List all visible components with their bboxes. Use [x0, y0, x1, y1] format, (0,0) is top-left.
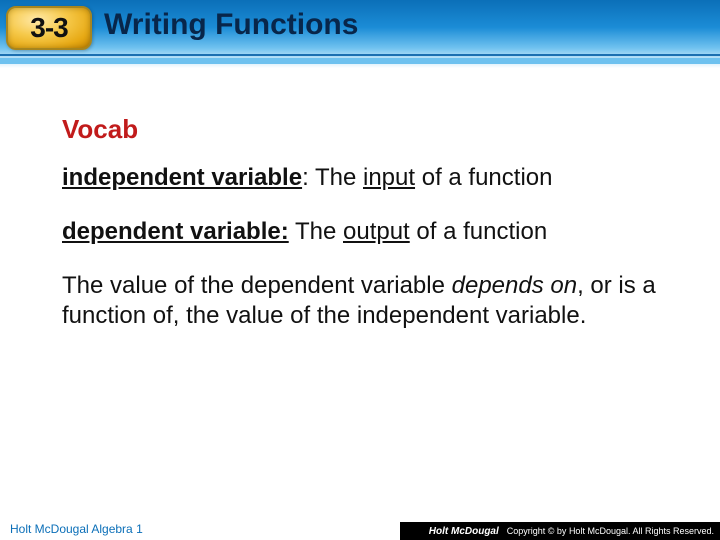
def2-rest: of a function — [410, 218, 547, 245]
definition-independent: independent variable: The input of a fun… — [62, 163, 658, 193]
definition-dependent: dependent variable: The output of a func… — [62, 217, 658, 247]
footer-left-text: Holt McDougal Algebra 1 — [10, 522, 143, 536]
vocab-heading: Vocab — [62, 114, 658, 145]
footer: Holt McDougal Algebra 1 Holt McDougal Co… — [0, 518, 720, 540]
header-divider-1 — [0, 54, 720, 56]
def2-key: output — [343, 218, 410, 245]
explain-em: depends on — [452, 272, 577, 299]
term-independent: independent variable — [62, 164, 302, 191]
slide: 3-3 Writing Functions Vocab independent … — [0, 0, 720, 540]
header-divider-2 — [0, 58, 720, 64]
page-title: Writing Functions — [104, 8, 358, 42]
lesson-badge: 3-3 — [6, 6, 92, 50]
term-dependent: dependent variable: — [62, 218, 289, 245]
def1-rest: of a function — [415, 164, 552, 191]
copyright-text: Copyright © by Holt McDougal. All Rights… — [507, 526, 714, 536]
copyright-bar: Holt McDougal Copyright © by Holt McDoug… — [400, 522, 720, 540]
def1-key: input — [363, 164, 415, 191]
explain-pre: The value of the dependent variable — [62, 272, 452, 299]
content-area: Vocab independent variable: The input of… — [62, 114, 658, 331]
lesson-number: 3-3 — [30, 12, 67, 44]
def1-sep: : The — [302, 164, 363, 191]
explanation: The value of the dependent variable depe… — [62, 271, 658, 331]
def2-sep: The — [289, 218, 343, 245]
footer-logo: Holt McDougal — [429, 526, 499, 537]
